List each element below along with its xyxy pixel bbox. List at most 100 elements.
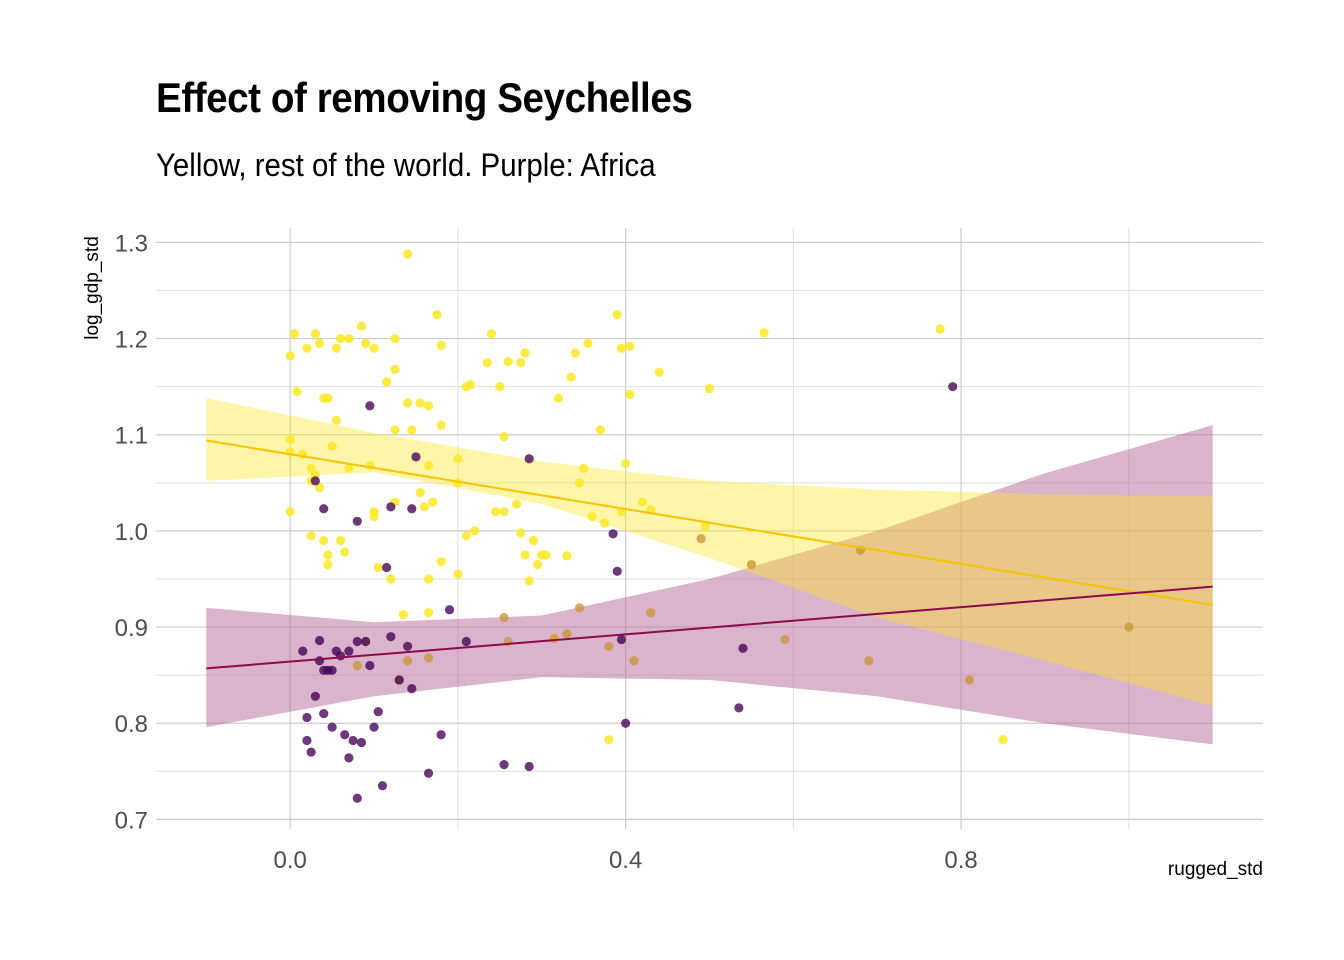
overlap-point xyxy=(746,559,757,570)
rest-point xyxy=(532,559,543,570)
overlap-point xyxy=(423,653,434,663)
rest-point xyxy=(616,343,627,353)
africa-point xyxy=(319,709,329,719)
overlap-point xyxy=(780,634,790,645)
rest-point xyxy=(335,333,346,344)
rest-point xyxy=(331,343,341,353)
rest-point xyxy=(998,734,1008,745)
rest-point xyxy=(516,358,526,368)
rest-point xyxy=(331,415,341,425)
africa-point xyxy=(306,747,316,757)
africa-point xyxy=(327,722,337,732)
africa-point xyxy=(377,781,388,791)
africa-point xyxy=(738,643,748,653)
rest-point xyxy=(289,329,299,339)
rest-point xyxy=(340,547,350,557)
rest-point xyxy=(423,608,434,618)
africa-point xyxy=(352,636,362,647)
rest-point xyxy=(587,511,597,522)
rest-point xyxy=(935,324,945,334)
y-tick-label: 1.0 xyxy=(115,519,148,546)
africa-point xyxy=(365,660,375,671)
africa-point xyxy=(499,759,509,770)
africa-point xyxy=(382,562,392,573)
rest-point xyxy=(390,333,400,344)
africa-point xyxy=(461,636,471,647)
rest-point xyxy=(491,507,501,517)
overlap-point xyxy=(549,634,559,644)
rest-point xyxy=(574,478,585,488)
rest-point xyxy=(704,383,715,394)
overlap-point xyxy=(352,660,362,671)
rest-point xyxy=(344,463,354,473)
rest-point xyxy=(310,329,320,339)
rest-point xyxy=(402,249,413,259)
africa-confidence-band xyxy=(206,425,1213,745)
rest-point xyxy=(285,351,295,361)
rest-point xyxy=(415,487,425,498)
rest-point xyxy=(373,562,383,573)
rest-point xyxy=(436,340,446,350)
rest-point xyxy=(423,574,434,584)
y-tick-label: 0.9 xyxy=(115,615,148,642)
rest-point xyxy=(398,609,408,620)
rest-point xyxy=(319,535,329,546)
overlap-point xyxy=(604,641,614,651)
rest-point xyxy=(419,502,429,512)
rest-point xyxy=(465,380,476,390)
africa-point xyxy=(369,722,379,732)
rest-point xyxy=(292,386,302,397)
rest-point xyxy=(432,309,442,320)
overlap-point xyxy=(562,629,572,639)
rest-confidence-band xyxy=(206,398,1213,706)
rest-fit-line xyxy=(206,439,1213,606)
rest-point xyxy=(436,420,446,430)
overlap-point xyxy=(402,656,413,666)
rest-point xyxy=(423,401,434,411)
africa-point xyxy=(423,768,434,778)
rest-point xyxy=(512,499,522,509)
data-points xyxy=(285,249,1134,803)
chart-subtitle: Yellow, rest of the world. Purple: Afric… xyxy=(156,147,656,183)
overlap-point xyxy=(864,656,874,666)
rest-point xyxy=(314,338,325,348)
rest-point xyxy=(759,328,769,338)
y-axis-ticks: 0.7 0.8 0.9 1.0 1.1 1.2 1.3 xyxy=(115,230,148,834)
africa-point xyxy=(335,651,346,661)
overlap-point xyxy=(1124,622,1134,632)
overlap-point xyxy=(499,612,509,623)
rest-point xyxy=(520,550,530,560)
africa-point xyxy=(314,656,325,666)
rest-point xyxy=(637,497,648,507)
africa-point xyxy=(302,712,312,723)
rest-point xyxy=(306,531,316,541)
overlap-point xyxy=(696,533,706,544)
rest-point xyxy=(621,458,631,469)
rest-point xyxy=(382,377,392,387)
rest-point xyxy=(327,441,337,451)
africa-point xyxy=(524,761,534,772)
rest-point xyxy=(495,382,505,392)
rest-point xyxy=(407,425,417,435)
rest-point xyxy=(386,574,396,584)
africa-point xyxy=(310,691,320,701)
africa-point xyxy=(386,632,396,642)
africa-point xyxy=(340,730,350,740)
rest-point xyxy=(541,550,551,560)
rest-point xyxy=(604,734,614,745)
rest-point xyxy=(302,343,312,353)
rest-point xyxy=(562,551,572,561)
rest-point xyxy=(516,528,526,538)
rest-point xyxy=(428,497,438,507)
africa-fit-line xyxy=(206,585,1213,670)
africa-point xyxy=(444,605,455,615)
africa-point xyxy=(524,454,534,464)
rest-point xyxy=(654,367,664,377)
africa-point xyxy=(612,566,622,576)
rest-point xyxy=(323,393,333,403)
rest-point xyxy=(583,338,593,348)
africa-point xyxy=(298,646,308,656)
rest-point xyxy=(625,389,635,399)
chart-title: Effect of removing Seychelles xyxy=(156,74,693,121)
